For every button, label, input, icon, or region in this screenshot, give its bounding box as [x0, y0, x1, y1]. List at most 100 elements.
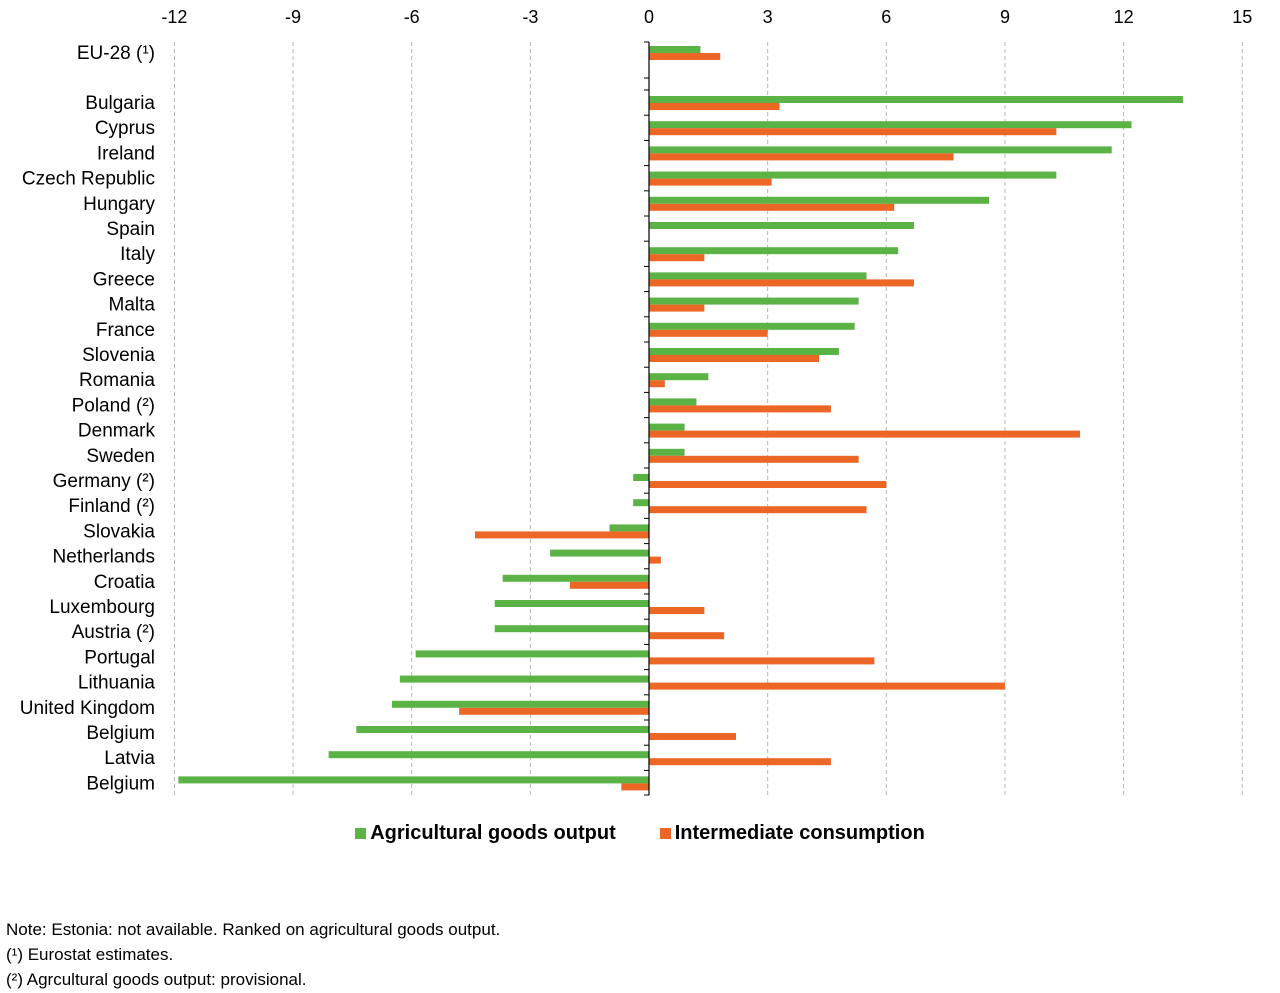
category-label: Romania — [79, 370, 155, 391]
notes: Note: Estonia: not available. Ranked on … — [6, 917, 500, 992]
footnote-1: (¹) Eurostat estimates. — [6, 945, 174, 964]
category-label: Austria (²) — [72, 622, 155, 643]
x-tick-label: -12 — [161, 7, 187, 27]
bar-output — [649, 222, 914, 229]
bar-consumption — [649, 455, 859, 463]
bar-consumption — [621, 783, 649, 791]
bar-consumption — [649, 304, 705, 312]
bar-output — [649, 96, 1183, 103]
category-label: Belgium — [86, 773, 155, 794]
bar-output — [649, 348, 839, 355]
bar-output — [328, 751, 649, 759]
category-label: Slovakia — [83, 521, 155, 542]
footnote-2: (²) Agrcultural goods output: provisiona… — [6, 970, 307, 989]
bar-output — [649, 297, 859, 305]
x-tick-label: 9 — [1000, 7, 1010, 27]
bar-consumption — [649, 607, 705, 614]
bar-consumption — [649, 682, 1005, 690]
bar-output — [649, 247, 899, 255]
bar-output — [356, 726, 649, 733]
bar-consumption — [649, 103, 780, 110]
bar-consumption — [569, 581, 649, 589]
category-label: Cyprus — [95, 118, 155, 139]
bar-output — [502, 574, 649, 582]
bar-output — [415, 650, 649, 658]
category-label: Netherlands — [53, 547, 155, 568]
bar-consumption — [649, 53, 721, 60]
category-label: Latvia — [104, 748, 155, 769]
bar-consumption — [649, 632, 725, 640]
bar-consumption — [649, 733, 737, 740]
category-label: Denmark — [78, 421, 156, 442]
bar-output — [649, 398, 697, 406]
legend-swatch-consumption — [659, 828, 671, 839]
x-tick-label: 3 — [763, 7, 773, 27]
category-label: Portugal — [84, 647, 155, 668]
bar-output — [649, 196, 990, 204]
category-label: Luxembourg — [49, 597, 155, 618]
bar-output — [649, 121, 1132, 129]
category-label: Ireland — [97, 143, 155, 164]
legend: Agricultural goods output Intermediate c… — [0, 822, 1280, 845]
bar-output — [649, 272, 867, 280]
bar-output — [649, 46, 701, 53]
bar-consumption — [649, 203, 895, 211]
bar-output — [633, 499, 649, 507]
x-tick-label: -9 — [285, 7, 301, 27]
bar-output — [649, 448, 685, 456]
bar-consumption — [649, 355, 820, 362]
x-tick-label: -3 — [522, 7, 538, 27]
category-label: United Kingdom — [20, 698, 155, 719]
category-label: Poland (²) — [72, 395, 155, 416]
legend-label-consumption: Intermediate consumption — [674, 822, 925, 844]
x-tick-label: 0 — [644, 7, 654, 27]
bar-consumption — [649, 506, 867, 514]
category-label: Greece — [93, 269, 155, 290]
category-label: Lithuania — [78, 673, 156, 694]
bar-consumption — [649, 380, 665, 388]
bar-consumption — [649, 254, 705, 262]
category-label: Czech Republic — [22, 169, 155, 190]
category-label: Croatia — [94, 572, 156, 593]
bar-consumption — [649, 329, 768, 337]
bar-chart: -12 -9 -6 -3 0 3 6 9 12 15 EU-28 (¹) Bulgaria Cyprus… — [20, 7, 1252, 796]
legend-item-consumption: Intermediate consumption — [659, 822, 925, 845]
bar-output — [494, 625, 649, 633]
category-label: Hungary — [83, 194, 155, 215]
category-label: Spain — [106, 219, 155, 240]
category-label: EU-28 (¹) — [77, 43, 155, 64]
bar-consumption — [649, 153, 954, 161]
bar-consumption — [649, 481, 887, 488]
bar-consumption — [474, 531, 649, 539]
category-label: Bulgaria — [85, 93, 155, 114]
category-label: Germany (²) — [53, 471, 155, 492]
category-label: France — [96, 320, 155, 341]
bar-output — [649, 373, 709, 381]
category-label: Malta — [109, 295, 156, 316]
bar-consumption — [649, 758, 831, 766]
category-label: Finland (²) — [68, 496, 155, 517]
bar-output — [649, 146, 1112, 154]
x-tick-label: 6 — [881, 7, 891, 27]
note-line: Note: Estonia: not available. Ranked on … — [6, 920, 501, 939]
bar-consumption — [649, 657, 875, 665]
legend-label-output: Agricultural goods output — [370, 822, 616, 844]
x-tick-label: -6 — [404, 7, 420, 27]
category-label: Italy — [120, 244, 155, 265]
legend-swatch-output — [355, 828, 367, 839]
bar-consumption — [649, 556, 661, 564]
bar-output — [178, 776, 650, 784]
bar-output — [391, 700, 649, 708]
bar-consumption — [649, 128, 1057, 136]
bar-consumption — [649, 279, 914, 287]
bar-output — [633, 474, 649, 481]
bar-output — [399, 675, 649, 683]
bar-output — [550, 549, 649, 557]
category-label: Sweden — [86, 446, 155, 467]
x-tick-label: 12 — [1114, 7, 1134, 27]
bar-consumption — [459, 707, 649, 715]
bar-output — [494, 600, 649, 607]
category-label: Belgium — [86, 723, 155, 744]
category-label: Slovenia — [82, 345, 155, 366]
bar-consumption — [649, 178, 772, 186]
